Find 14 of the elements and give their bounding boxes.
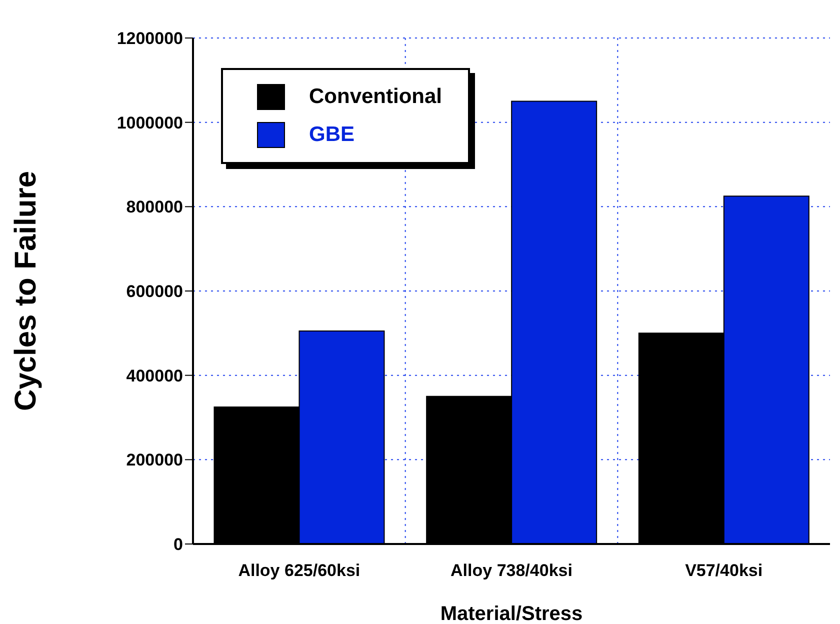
x-axis-title: Material/Stress <box>440 603 583 624</box>
y-tick-label: 600000 <box>126 282 183 302</box>
x-tick-label: Alloy 738/40ksi <box>450 561 572 580</box>
y-tick-label: 0 <box>174 535 183 554</box>
legend-label: GBE <box>309 123 355 147</box>
x-tick-label: V57/40ksi <box>685 561 763 580</box>
x-tick-label: Alloy 625/60ksi <box>238 561 360 580</box>
y-tick-label: 400000 <box>126 366 183 386</box>
y-tick-label: 800000 <box>126 198 183 217</box>
y-tick-label: 1000000 <box>116 113 183 132</box>
legend-label: Conventional <box>309 85 442 109</box>
y-tick-label: 200000 <box>126 450 183 470</box>
y-tick-label: 1200000 <box>116 29 183 48</box>
y-axis-title: Cycles to Failure <box>10 170 43 412</box>
